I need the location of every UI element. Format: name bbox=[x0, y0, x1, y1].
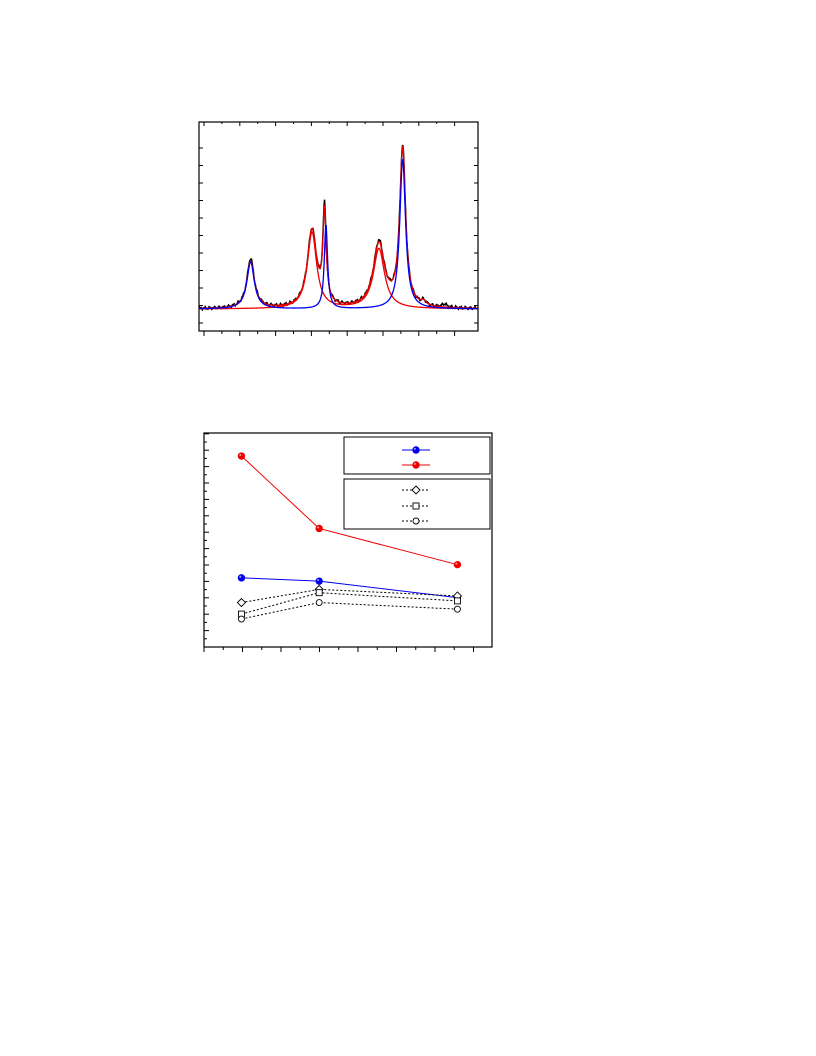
legend-marker bbox=[412, 502, 420, 510]
data-point bbox=[237, 452, 246, 460]
series-line bbox=[199, 231, 478, 310]
legend-marker bbox=[411, 485, 421, 495]
series-line bbox=[198, 159, 478, 310]
data-point bbox=[315, 524, 323, 533]
data-point bbox=[315, 589, 323, 597]
legend-marker bbox=[412, 461, 420, 469]
data-point bbox=[237, 574, 246, 582]
series-line bbox=[241, 588, 458, 604]
data-point bbox=[453, 560, 462, 569]
data-point bbox=[237, 615, 245, 623]
data-point-highlight bbox=[317, 526, 320, 529]
data-point bbox=[315, 599, 323, 607]
plot-frame bbox=[198, 121, 479, 332]
data-point-highlight bbox=[317, 579, 320, 582]
data-point bbox=[315, 577, 323, 585]
legend-marker bbox=[412, 517, 420, 525]
legend-marker-highlight bbox=[413, 462, 416, 465]
data-point-highlight bbox=[239, 453, 242, 456]
trend-chart bbox=[203, 432, 493, 652]
data-point-highlight bbox=[239, 575, 242, 578]
legend-marker bbox=[412, 446, 420, 454]
data-point-highlight bbox=[455, 562, 458, 565]
series-line bbox=[198, 144, 479, 312]
series-line bbox=[241, 592, 458, 615]
series-line bbox=[198, 145, 478, 309]
legend-marker-highlight bbox=[413, 447, 416, 450]
data-point bbox=[453, 597, 461, 605]
spectrum-chart bbox=[198, 121, 479, 336]
data-point bbox=[236, 597, 247, 608]
data-point bbox=[453, 605, 461, 613]
